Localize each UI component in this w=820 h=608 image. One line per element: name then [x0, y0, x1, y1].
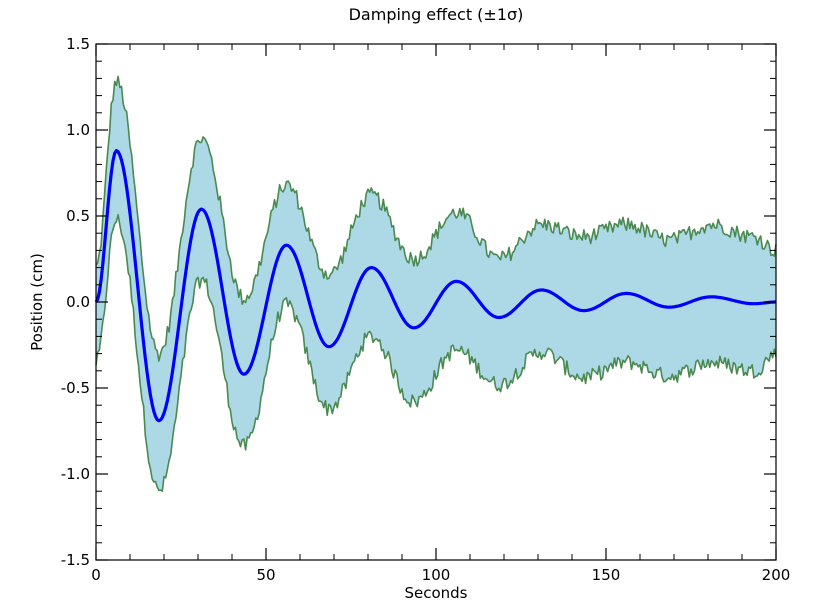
sigma-band-fill — [96, 76, 776, 492]
y-tick-label: 0.5 — [66, 207, 90, 225]
y-tick-label: -0.5 — [61, 379, 90, 397]
y-tick-label: 0.0 — [66, 293, 90, 311]
x-axis-label: Seconds — [404, 584, 467, 602]
x-tick-label: 0 — [91, 566, 101, 584]
axes: 0 50 100 150 200 -1.5 -1.0 -0.5 0.0 0.5 1.0 1.5 — [61, 35, 791, 584]
x-tick-label: 100 — [422, 566, 451, 584]
y-axis-label: Position (cm) — [28, 253, 46, 351]
sigma-band — [95, 75, 777, 492]
mean-line — [94, 149, 776, 423]
x-tick-label: 200 — [762, 566, 791, 584]
y-tick-label: -1.5 — [61, 551, 90, 569]
x-tick-label: 150 — [592, 566, 621, 584]
y-tick-label: 1.5 — [66, 35, 90, 53]
mean-series — [94, 149, 776, 423]
y-tick-label: -1.0 — [61, 465, 90, 483]
lower-sigma-line — [95, 214, 777, 492]
y-tick-label: 1.0 — [66, 121, 90, 139]
x-tick-label: 50 — [256, 566, 275, 584]
chart-title: Damping effect (±1σ) — [349, 5, 524, 24]
upper-sigma-line — [95, 75, 777, 362]
